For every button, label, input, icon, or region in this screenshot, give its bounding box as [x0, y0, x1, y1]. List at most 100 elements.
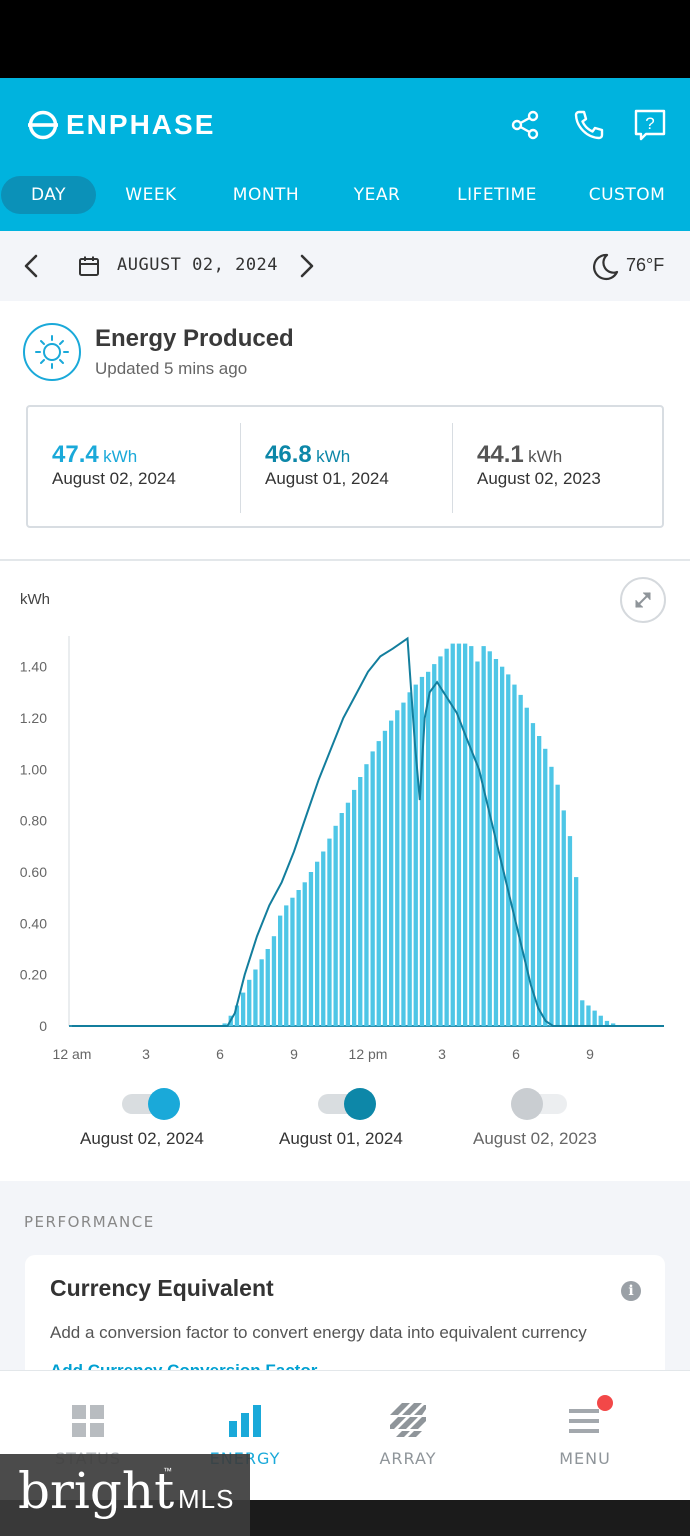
bar-aug-02 [358, 777, 363, 1026]
bar-aug-02 [574, 877, 579, 1026]
bar-aug-02 [401, 702, 406, 1026]
bar-aug-02 [253, 969, 258, 1026]
y-tick-label: 0.40 [20, 915, 47, 931]
date-navigator: AUGUST 02, 2024 76°F [0, 231, 690, 301]
y-tick-label: 1.20 [20, 710, 47, 726]
bar-aug-02 [487, 651, 492, 1026]
y-tick-label: 0.80 [20, 813, 47, 829]
bar-aug-02 [524, 707, 529, 1026]
toggle-knob [148, 1088, 180, 1120]
bar-aug-02 [370, 751, 375, 1026]
bar-aug-02 [413, 684, 418, 1026]
phone-icon[interactable] [572, 108, 606, 142]
bar-aug-02 [450, 643, 455, 1026]
nav-menu[interactable]: MENU [525, 1395, 645, 1468]
summary-value: 44.1 [477, 441, 524, 468]
period-tabs: DAY WEEK MONTH YEAR LIFETIME CUSTOM [0, 176, 690, 214]
legend-label: August 02, 2024 [80, 1129, 204, 1148]
bar-aug-02 [222, 1023, 227, 1026]
bar-aug-02 [561, 810, 566, 1026]
toggle-knob [511, 1088, 543, 1120]
energy-title: Energy Produced [95, 325, 294, 352]
brand-name: ENPHASE [66, 109, 216, 140]
bar-aug-02 [352, 789, 357, 1026]
summary-yesterday: 46.8 kWh August 01, 2024 [241, 423, 453, 515]
bar-aug-02 [580, 1000, 585, 1026]
tab-week[interactable]: WEEK [125, 185, 177, 205]
bar-aug-02 [438, 656, 443, 1026]
moon-icon [593, 253, 619, 281]
chevron-left-icon[interactable] [20, 253, 44, 279]
tab-lifetime[interactable]: LIFETIME [457, 185, 537, 205]
bar-aug-02 [456, 643, 462, 1026]
bar-aug-02 [419, 676, 425, 1026]
bar-aug-02 [549, 766, 554, 1026]
legend-toggle-aug-02-2023[interactable] [511, 1088, 567, 1120]
energy-updated: Updated 5 mins ago [95, 359, 248, 378]
tab-month[interactable]: MONTH [232, 185, 300, 205]
card-title: Currency Equivalent [50, 1275, 274, 1301]
bar-aug-02 [241, 992, 246, 1026]
divider [452, 423, 453, 513]
toggle-knob [344, 1088, 376, 1120]
x-tick-label: 3 [142, 1046, 150, 1062]
selected-date[interactable]: AUGUST 02, 2024 [117, 255, 279, 275]
summary-unit: kWh [103, 447, 138, 466]
summary-date: August 01, 2024 [265, 469, 389, 488]
bar-aug-02 [598, 1015, 603, 1026]
bar-aug-02 [271, 936, 277, 1026]
temperature: 76°F [626, 255, 665, 275]
bar-aug-02 [234, 1005, 240, 1026]
energy-chart-section: kWh 0 0.20 0.40 0.60 0.80 1.00 1.20 1.40 12 am 3… [0, 561, 690, 1181]
help-icon[interactable]: ? [633, 108, 667, 142]
legend-toggle-aug-01-2024[interactable] [318, 1088, 376, 1120]
bar-aug-02 [284, 905, 289, 1026]
summary-last-year: 44.1 kWh August 02, 2023 [453, 423, 665, 515]
watermark-suffix: MLS [178, 1484, 235, 1514]
bar-aug-02 [604, 1020, 610, 1026]
card-description: Add a conversion factor to convert energ… [50, 1323, 587, 1342]
tab-custom[interactable]: CUSTOM [588, 185, 666, 205]
section-divider [0, 559, 690, 561]
bar-aug-02 [315, 861, 320, 1026]
grid-icon [72, 1405, 104, 1437]
y-axis-label: kWh [20, 591, 50, 608]
nav-label: MENU [559, 1449, 611, 1468]
x-tick-label: 6 [216, 1046, 224, 1062]
expand-chart-button[interactable] [620, 577, 666, 623]
bar-aug-02 [296, 890, 301, 1026]
nav-array[interactable]: ARRAY [348, 1401, 468, 1468]
share-icon[interactable] [508, 108, 542, 142]
legend-toggle-aug-02-2024[interactable] [122, 1088, 180, 1120]
bar-aug-02 [278, 915, 283, 1026]
bar-aug-02 [364, 764, 369, 1026]
bar-chart-icon [229, 1405, 261, 1437]
calendar-icon[interactable] [78, 255, 100, 277]
summary-value: 46.8 [265, 441, 312, 468]
chevron-right-icon[interactable] [294, 253, 318, 279]
tab-year[interactable]: YEAR [353, 185, 401, 205]
bar-aug-02 [530, 723, 536, 1026]
bar-aug-02 [592, 1010, 597, 1026]
bar-aug-02 [426, 671, 431, 1026]
nav-label: ARRAY [379, 1449, 437, 1468]
watermark-brand: bright [18, 1462, 175, 1520]
bar-aug-02 [481, 646, 486, 1026]
summary-unit: kWh [316, 447, 351, 466]
bar-aug-02 [518, 694, 523, 1026]
bar-aug-02 [500, 666, 505, 1026]
bar-aug-02 [395, 710, 400, 1026]
sun-icon [23, 323, 81, 381]
info-icon[interactable]: i [621, 1281, 641, 1301]
bar-aug-02 [475, 661, 480, 1026]
summary-date: August 02, 2023 [477, 469, 601, 488]
summary-today: 47.4 kWh August 02, 2024 [28, 423, 240, 515]
tab-day[interactable]: DAY [1, 176, 96, 214]
y-tick-label: 0 [39, 1018, 47, 1034]
bar-aug-02 [345, 802, 351, 1026]
bar-aug-02 [567, 836, 573, 1026]
bar-aug-02 [327, 838, 332, 1026]
series-line-aug-01 [72, 636, 664, 1027]
performance-heading: PERFORMANCE [24, 1213, 155, 1231]
brand-logo: ENPHASE [28, 110, 215, 140]
